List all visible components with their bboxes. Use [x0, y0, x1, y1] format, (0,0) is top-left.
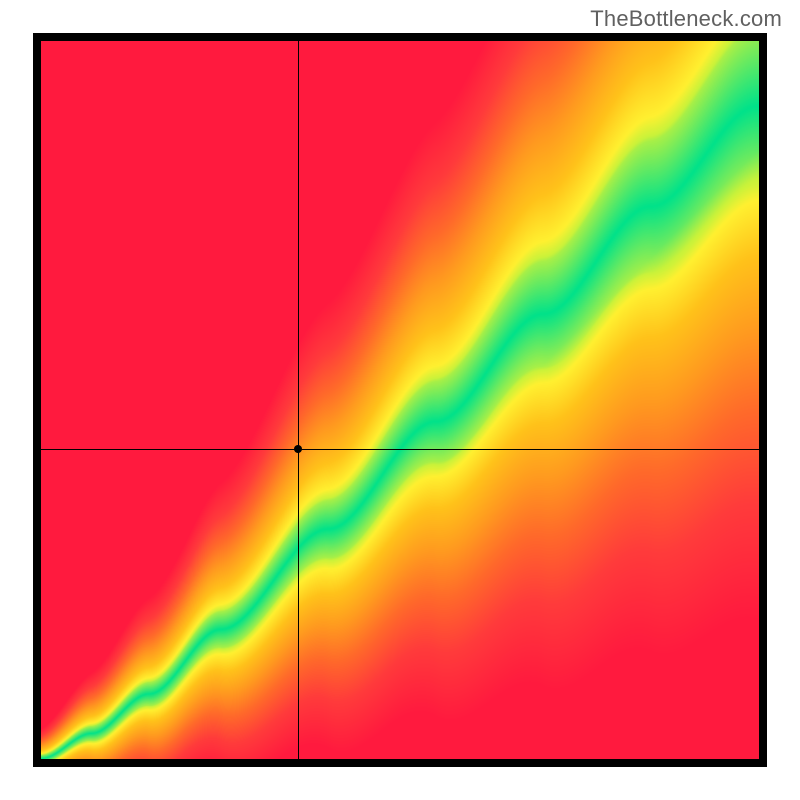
- watermark-text: TheBottleneck.com: [590, 6, 782, 32]
- crosshair-vertical: [298, 41, 299, 759]
- bottleneck-heatmap: [41, 41, 759, 759]
- chart-frame: [33, 33, 767, 767]
- selection-marker: [294, 445, 302, 453]
- crosshair-horizontal: [41, 449, 759, 450]
